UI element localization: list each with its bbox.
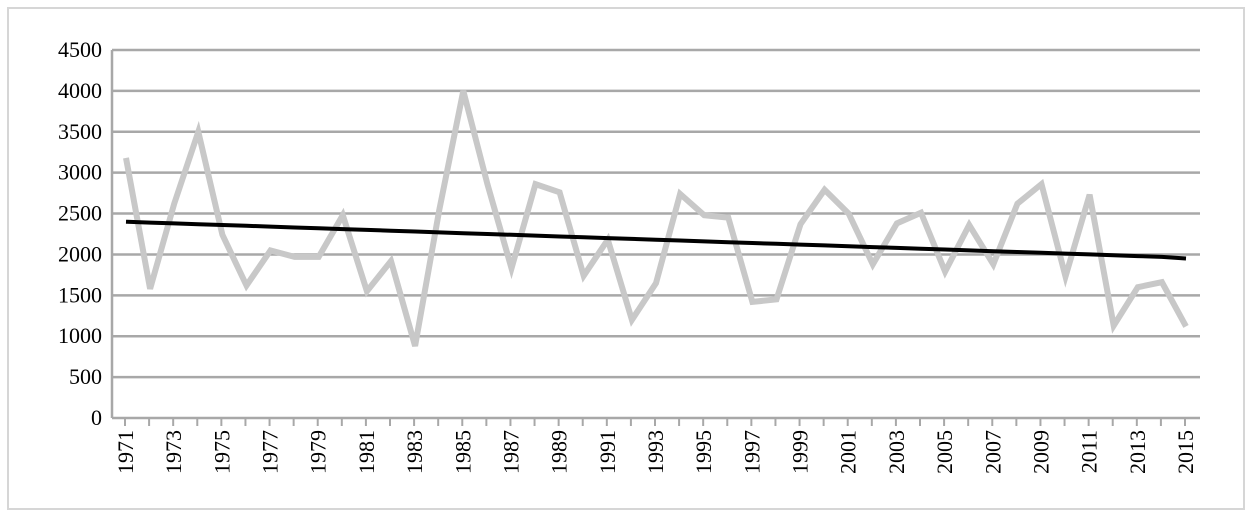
x-axis bbox=[110, 50, 1200, 426]
y-tick-label: 500 bbox=[69, 364, 102, 389]
x-tick-label: 1983 bbox=[402, 430, 427, 474]
x-tick-label: 1975 bbox=[209, 430, 234, 474]
x-tick-label: 2009 bbox=[1028, 430, 1053, 474]
trend-line bbox=[125, 219, 1187, 261]
y-tick-label: 4000 bbox=[58, 78, 102, 103]
y-tick-label: 3000 bbox=[58, 160, 102, 185]
x-tick-label: 1991 bbox=[595, 430, 620, 474]
x-tick-label: 2013 bbox=[1125, 430, 1150, 474]
y-tick-label: 4500 bbox=[58, 37, 102, 62]
x-axis-ticks: 1971 1973 1975 1977 1979 1981 1983 1985 1987 1989… bbox=[113, 430, 1198, 474]
x-tick-label: 2001 bbox=[836, 430, 861, 474]
series-lines bbox=[123, 90, 1189, 347]
x-tick-label: 2011 bbox=[1077, 430, 1102, 473]
x-tick-label: 1979 bbox=[306, 430, 331, 474]
y-tick-label: 1000 bbox=[58, 323, 102, 348]
observed-line bbox=[123, 90, 1189, 347]
x-tick-label: 1989 bbox=[547, 430, 572, 474]
x-tick-label: 2005 bbox=[932, 430, 957, 474]
x-tick-label: 1993 bbox=[643, 430, 668, 474]
x-tick-label: 1977 bbox=[258, 430, 283, 474]
x-tick-label: 1973 bbox=[161, 430, 186, 474]
x-tick-label: 2015 bbox=[1173, 430, 1198, 474]
x-tick-label: 1987 bbox=[498, 430, 523, 474]
x-tick-label: 2003 bbox=[884, 430, 909, 474]
x-tick-label: 1985 bbox=[450, 430, 475, 474]
y-axis-ticks: 0 500 1000 1500 2000 2500 3000 3500 4000 4500 bbox=[58, 37, 102, 430]
y-tick-label: 1500 bbox=[58, 282, 102, 307]
x-tick-label: 2007 bbox=[980, 430, 1005, 474]
x-tick-label: 1997 bbox=[739, 430, 764, 474]
x-tick-label: 1995 bbox=[691, 430, 716, 474]
y-tick-label: 2000 bbox=[58, 241, 102, 266]
x-tick-label: 1999 bbox=[788, 430, 813, 474]
y-tick-label: 0 bbox=[91, 405, 102, 430]
y-tick-label: 2500 bbox=[58, 201, 102, 226]
gridlines bbox=[112, 48, 1200, 379]
x-tick-label: 1981 bbox=[354, 430, 379, 474]
x-tick-label: 1971 bbox=[113, 430, 138, 474]
y-tick-label: 3500 bbox=[58, 119, 102, 144]
